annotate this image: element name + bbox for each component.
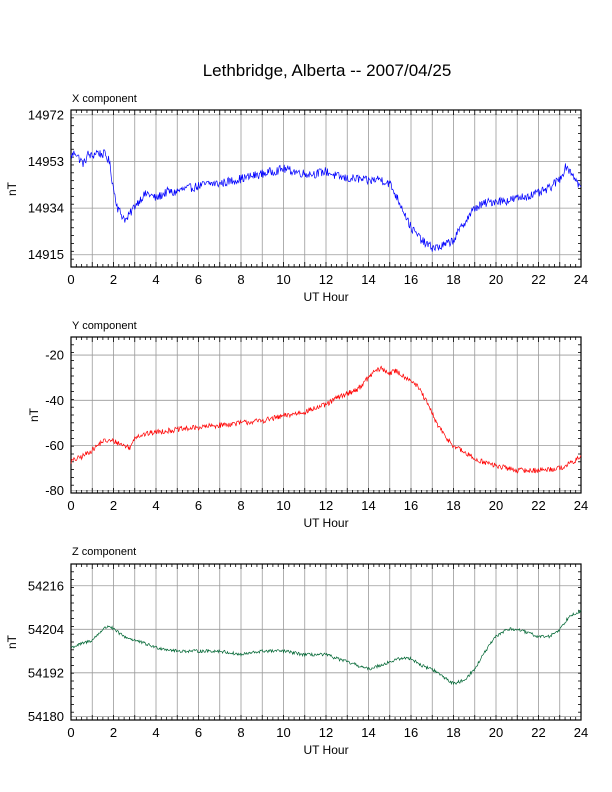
y-tick-label: 14934 (28, 201, 64, 216)
x-tick-label: 8 (237, 725, 244, 740)
y-tick-label: 54180 (28, 709, 64, 724)
panel-label: Z component (72, 546, 136, 558)
y-component-panel: Y component 0 2 4 6 8 10 12 14 16 18 20 22 24-20-40-… (27, 320, 588, 530)
series-line (70, 365, 582, 474)
plot-area: 0 2 4 6 8 10 12 14 16 18 20 22 24-20-40-60-80 (45, 336, 588, 513)
series-line (70, 609, 582, 686)
chart-title: Lethbridge, Alberta -- 2007/04/25 (203, 61, 452, 80)
x-tick-label: 16 (404, 498, 418, 513)
x-tick-label: 10 (276, 498, 290, 513)
x-tick-label: 8 (237, 498, 244, 513)
y-tick-label: -60 (45, 438, 64, 453)
y-tick-label: 54192 (28, 665, 64, 680)
x-tick-label: 20 (489, 272, 503, 287)
x-tick-label: 22 (531, 498, 545, 513)
x-tick-label: 22 (531, 272, 545, 287)
x-component-panel: X component 0 2 4 6 8 10 12 14 16 18 20 22 241497214… (5, 93, 588, 304)
panel-label: Y component (72, 320, 137, 332)
y-tick-label: 14953 (28, 154, 64, 169)
y-tick-label: 14915 (28, 247, 64, 262)
series-line (70, 149, 582, 252)
plot-area: 0 2 4 6 8 10 12 14 16 18 20 22 245421654204541925418… (28, 563, 588, 740)
y-tick-label: -40 (45, 393, 64, 408)
x-axis-title: UT Hour (303, 290, 348, 304)
y-axis-title: nT (5, 634, 19, 649)
x-tick-label: 10 (276, 725, 290, 740)
x-tick-label: 22 (531, 725, 545, 740)
x-tick-label: 4 (152, 498, 159, 513)
x-tick-label: 6 (195, 725, 202, 740)
x-tick-label: 2 (110, 498, 117, 513)
y-tick-label: 14972 (28, 107, 64, 122)
x-tick-label: 24 (574, 725, 588, 740)
panel-label: X component (72, 93, 137, 105)
x-tick-label: 20 (489, 498, 503, 513)
x-axis-title: UT Hour (303, 743, 348, 757)
x-tick-label: 0 (67, 498, 74, 513)
x-tick-label: 8 (237, 272, 244, 287)
x-tick-label: 12 (319, 272, 333, 287)
x-tick-label: 0 (67, 272, 74, 287)
x-tick-label: 18 (446, 725, 460, 740)
y-axis-title: nT (27, 407, 41, 422)
x-tick-label: 12 (319, 498, 333, 513)
x-tick-label: 2 (110, 272, 117, 287)
x-tick-label: 16 (404, 272, 418, 287)
x-tick-label: 18 (446, 498, 460, 513)
x-tick-label: 4 (152, 725, 159, 740)
x-tick-label: 20 (489, 725, 503, 740)
x-tick-label: 14 (361, 725, 375, 740)
x-tick-label: 24 (574, 498, 588, 513)
x-tick-label: 18 (446, 272, 460, 287)
x-tick-label: 12 (319, 725, 333, 740)
y-tick-label: 54204 (28, 622, 64, 637)
z-component-panel: Z component 0 2 4 6 8 10 12 14 16 18 20 22 245421654… (5, 546, 588, 757)
x-tick-label: 10 (276, 272, 290, 287)
x-tick-label: 16 (404, 725, 418, 740)
plot-area: 0 2 4 6 8 10 12 14 16 18 20 22 241497214953149341491… (28, 107, 588, 287)
y-tick-label: 54216 (28, 578, 64, 593)
x-tick-label: 6 (195, 498, 202, 513)
x-tick-label: 0 (67, 725, 74, 740)
y-axis-title: nT (5, 181, 19, 196)
y-tick-label: -80 (45, 483, 64, 498)
x-tick-label: 14 (361, 272, 375, 287)
x-tick-label: 6 (195, 272, 202, 287)
x-tick-label: 24 (574, 272, 588, 287)
x-tick-label: 4 (152, 272, 159, 287)
x-tick-label: 14 (361, 498, 375, 513)
x-axis-title: UT Hour (303, 516, 348, 530)
x-tick-label: 2 (110, 725, 117, 740)
y-tick-label: -20 (45, 348, 64, 363)
